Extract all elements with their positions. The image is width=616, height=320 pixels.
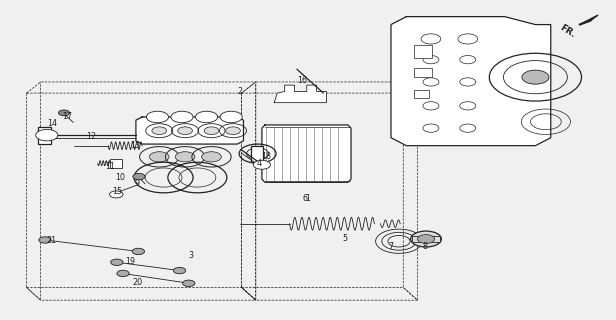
Circle shape <box>36 129 58 141</box>
Circle shape <box>111 259 123 266</box>
Text: 12: 12 <box>87 132 97 140</box>
Bar <box>413 236 440 242</box>
Circle shape <box>225 127 240 134</box>
Bar <box>251 146 262 162</box>
Bar <box>414 68 432 77</box>
Text: 6: 6 <box>302 194 307 203</box>
Circle shape <box>171 111 193 123</box>
Circle shape <box>418 235 435 244</box>
Circle shape <box>253 160 270 169</box>
Text: 5: 5 <box>342 234 347 243</box>
Text: 8: 8 <box>423 242 428 251</box>
Bar <box>414 90 429 98</box>
Bar <box>414 45 432 58</box>
Circle shape <box>39 237 51 243</box>
Circle shape <box>201 152 221 162</box>
Circle shape <box>182 280 195 286</box>
Circle shape <box>133 173 145 180</box>
Circle shape <box>152 127 167 134</box>
Text: 18: 18 <box>261 152 271 161</box>
Circle shape <box>220 111 242 123</box>
Text: 19: 19 <box>124 258 135 267</box>
Text: 13: 13 <box>130 141 140 150</box>
Circle shape <box>132 248 145 255</box>
Polygon shape <box>262 125 351 182</box>
Text: 11: 11 <box>105 162 115 171</box>
Circle shape <box>59 110 70 116</box>
Circle shape <box>173 268 185 274</box>
Text: 2: 2 <box>238 87 243 96</box>
Polygon shape <box>136 117 243 144</box>
Circle shape <box>195 111 217 123</box>
Circle shape <box>204 127 219 134</box>
Text: 3: 3 <box>188 251 193 260</box>
Text: 4: 4 <box>256 159 261 168</box>
Circle shape <box>150 152 169 162</box>
Circle shape <box>177 127 192 134</box>
Text: 16: 16 <box>297 76 307 85</box>
Circle shape <box>411 231 442 247</box>
Text: 9: 9 <box>134 180 140 188</box>
Circle shape <box>147 111 169 123</box>
Bar <box>110 159 123 168</box>
Text: 20: 20 <box>132 278 142 287</box>
Text: 17: 17 <box>62 112 72 121</box>
Polygon shape <box>580 15 598 25</box>
Text: 10: 10 <box>116 173 126 182</box>
Text: 14: 14 <box>47 119 57 128</box>
Circle shape <box>110 191 123 198</box>
Circle shape <box>117 270 129 276</box>
Polygon shape <box>274 85 326 103</box>
Circle shape <box>175 152 195 162</box>
Text: 1: 1 <box>306 194 310 203</box>
Polygon shape <box>391 17 551 146</box>
Bar <box>38 126 51 144</box>
Circle shape <box>522 70 549 84</box>
Text: 21: 21 <box>46 236 56 245</box>
Text: FR.: FR. <box>558 23 577 39</box>
Text: 15: 15 <box>112 187 123 196</box>
Text: 7: 7 <box>389 242 394 251</box>
